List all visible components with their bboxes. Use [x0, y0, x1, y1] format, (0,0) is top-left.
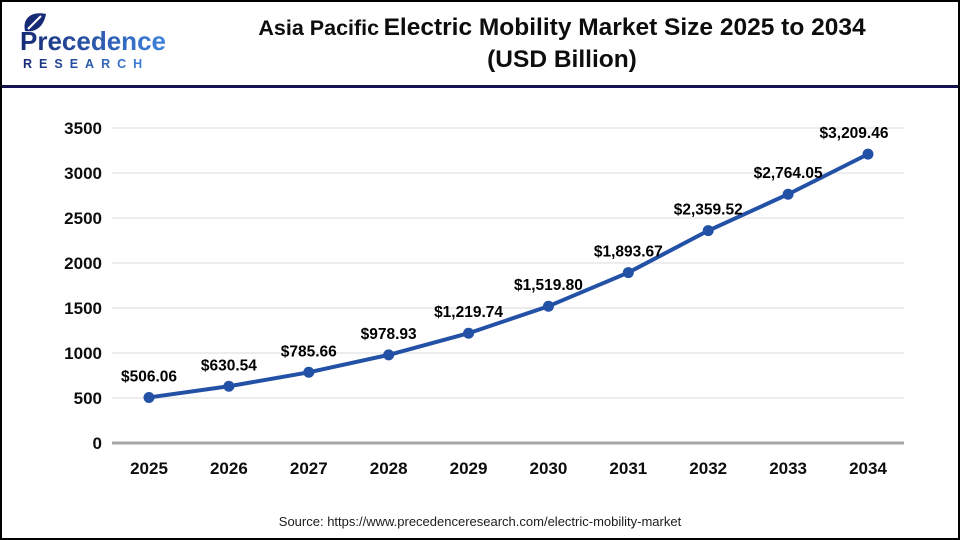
data-label: $1,519.80: [514, 277, 583, 294]
data-label: $785.66: [281, 343, 337, 360]
logo-subtitle: RESEARCH: [23, 57, 149, 71]
data-label: $506.06: [121, 368, 177, 385]
precedence-research-logo: Precedence RESEARCH: [20, 13, 166, 71]
x-tick-label: 2028: [370, 459, 408, 478]
data-label: $3,209.46: [820, 125, 889, 142]
logo-leaf-vein: [27, 15, 42, 30]
data-point: [303, 366, 315, 378]
source-text: Source: https://www.precedenceresearch.c…: [278, 514, 682, 529]
x-tick-label: 2031: [609, 459, 647, 478]
x-tick-label: 2032: [689, 459, 727, 478]
data-label: $2,359.52: [674, 202, 743, 219]
chart-title: Asia Pacific Electric Mobility Market Si…: [196, 12, 958, 76]
y-tick-label: 500: [74, 389, 102, 408]
chart-title-line1: Asia Pacific Electric Mobility Market Si…: [258, 14, 865, 41]
logo-wordmark: Precedence: [20, 26, 166, 56]
chart-title-units: (USD Billion): [487, 45, 637, 73]
chart-title-region: Asia Pacific: [258, 15, 380, 40]
data-label: $2,764.05: [754, 165, 823, 182]
y-tick-label: 2000: [64, 254, 102, 273]
y-tick-label: 1500: [64, 299, 102, 318]
data-label: $630.54: [201, 357, 257, 374]
y-tick-label: 0: [93, 434, 102, 453]
x-tick-label: 2033: [769, 459, 807, 478]
data-point: [463, 327, 475, 339]
data-point: [702, 225, 714, 237]
data-point: [622, 267, 634, 279]
x-tick-label: 2030: [530, 459, 568, 478]
data-point: [542, 300, 554, 312]
y-tick-label: 3500: [64, 119, 102, 138]
series-line: [147, 152, 870, 400]
x-tick-label: 2034: [849, 459, 887, 478]
data-point: [782, 188, 794, 200]
x-tick-label: 2025: [130, 459, 168, 478]
logo: Precedence RESEARCH: [2, 10, 196, 77]
x-tick-label: 2026: [210, 459, 248, 478]
chart-title-main: Electric Mobility Market Size 2025 to 20…: [383, 13, 866, 41]
y-tick-label: 3000: [64, 164, 102, 183]
y-tick-label: 1000: [64, 344, 102, 363]
x-tick-label: 2029: [450, 459, 488, 478]
data-label: $1,219.74: [434, 304, 503, 321]
data-label: $978.93: [361, 326, 417, 343]
y-tick-label: 2500: [64, 209, 102, 228]
header: Precedence RESEARCH Asia Pacific Electri…: [2, 2, 958, 88]
data-point: [383, 349, 395, 361]
x-tick-label: 2027: [290, 459, 328, 478]
data-point: [862, 148, 874, 160]
data-point: [223, 380, 235, 392]
data-point: [143, 391, 155, 403]
data-label: $1,893.67: [594, 244, 663, 261]
